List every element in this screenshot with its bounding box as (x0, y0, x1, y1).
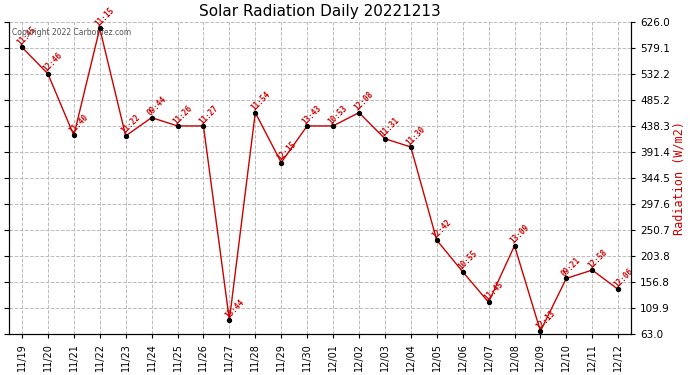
Text: 11:45: 11:45 (16, 24, 39, 47)
Text: 13:09: 13:09 (508, 223, 531, 246)
Point (613, 286, 624, 292)
Text: 11:45: 11:45 (482, 279, 505, 302)
Point (95, 26, 106, 32)
Point (431, 237, 442, 243)
Text: 09:44: 09:44 (145, 95, 168, 118)
Text: 12:42: 12:42 (431, 217, 453, 240)
Point (509, 243, 520, 249)
Point (224, 317, 235, 323)
Text: 10:55: 10:55 (456, 249, 479, 272)
Y-axis label: Radiation (W/m2): Radiation (W/m2) (673, 121, 686, 235)
Point (120, 133, 131, 139)
Title: Solar Radiation Daily 20221213: Solar Radiation Daily 20221213 (199, 4, 441, 19)
Point (535, 328, 546, 334)
Text: 12:15: 12:15 (275, 140, 297, 162)
Text: 11:31: 11:31 (379, 116, 402, 139)
Point (586, 267, 598, 273)
Text: 12:58: 12:58 (586, 248, 609, 270)
Text: 12:08: 12:08 (353, 90, 375, 112)
Point (42, 71, 53, 77)
Point (302, 123, 313, 129)
Text: 09:21: 09:21 (560, 256, 582, 278)
Point (17, 44, 28, 50)
Text: 12:46: 12:46 (41, 51, 64, 74)
Text: Copyright 2022 Carbonfez.com: Copyright 2022 Carbonfez.com (12, 28, 131, 37)
Point (405, 144, 416, 150)
Text: 11:40: 11:40 (68, 112, 90, 135)
Text: 11:27: 11:27 (197, 103, 220, 126)
Text: 11:54: 11:54 (249, 90, 272, 112)
Point (276, 159, 287, 165)
Point (380, 136, 391, 142)
Point (198, 123, 209, 129)
Text: 11:15: 11:15 (93, 6, 116, 28)
Point (353, 110, 364, 116)
Text: 13:44: 13:44 (223, 297, 246, 320)
Text: 10:53: 10:53 (326, 103, 349, 126)
Text: 11:22: 11:22 (119, 113, 142, 136)
Point (146, 115, 157, 121)
Text: 12:06: 12:06 (612, 267, 635, 290)
Point (172, 123, 183, 129)
Point (68, 132, 79, 138)
Text: 12:13: 12:13 (534, 308, 557, 331)
Point (561, 275, 572, 281)
Text: 11:30: 11:30 (404, 124, 427, 147)
Text: 11:26: 11:26 (171, 103, 194, 126)
Point (457, 269, 469, 275)
Point (250, 110, 261, 116)
Point (328, 123, 339, 129)
Point (483, 299, 494, 305)
Text: 13:43: 13:43 (301, 103, 324, 126)
